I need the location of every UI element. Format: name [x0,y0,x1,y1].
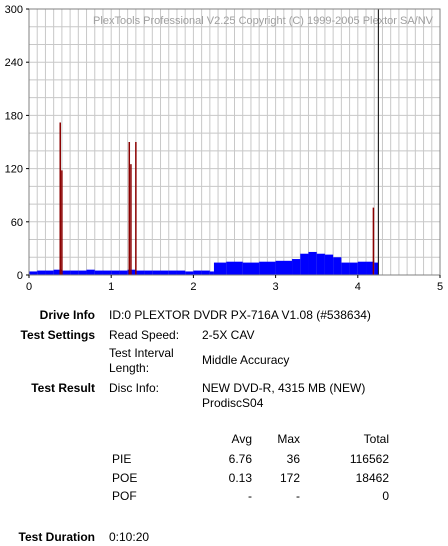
disc-info-line2: ProdiscS04 [202,396,264,410]
pie-bar [308,251,317,275]
read-speed-value: 2-5X CAV [202,328,255,342]
pie-bar [168,270,177,275]
pie-bar [209,271,214,275]
pie-bar [316,253,325,275]
stat-row-name: POF [112,489,137,503]
pie-bar [226,261,243,275]
pie-bar [160,270,169,275]
pie-bar [152,270,161,275]
pie-bar [86,269,95,275]
plot-frame [28,8,441,276]
stat-row-total: 0 [382,489,389,503]
pie-bar [37,270,46,275]
pie-bar [61,270,71,275]
test-interval-label-line1: Test Interval [109,346,174,360]
stat-row-max: 172 [279,471,300,485]
pie-bar [102,270,112,275]
disc-info-label: Disc Info: [109,381,160,395]
chart-svg: PlexTools Professional V2.25 Copyright (… [5,4,443,293]
pie-bar [333,257,342,275]
x-tick-label: 1 [108,281,114,293]
pie-bar [357,261,367,275]
pie-bar [53,269,62,275]
pie-bar [94,270,103,275]
pie-bar [300,253,309,275]
pie-bar [275,260,293,275]
pie-bar [45,270,54,275]
x-tick-label: 4 [355,281,361,293]
test-duration-value: 0:10:20 [109,530,150,544]
stat-row-max: 36 [286,452,300,466]
pie-bar [135,270,145,275]
pie-bar [213,262,227,275]
watermark-text: PlexTools Professional V2.25 Copyright (… [93,15,434,27]
drive-info-label: Drive Info [39,308,95,322]
pie-bar [29,271,38,275]
pie-bar [185,271,194,275]
poe-spike [135,142,137,275]
pie-bar [324,254,334,275]
poe-spike [128,142,131,275]
pie-bar [193,270,202,275]
pie-bar [201,270,210,275]
pie-bar [259,261,276,275]
error-scan-chart: PlexTools Professional V2.25 Copyright (… [5,4,443,293]
pie-bar [349,262,358,275]
pie-bar [127,269,136,275]
y-tick-label: 300 [5,4,23,16]
test-interval-value: Middle Accuracy [202,353,290,367]
poe-spike [372,207,375,275]
pie-bar [111,270,120,275]
poe-spike [61,170,63,275]
stat-row-total: 18462 [355,471,389,485]
poe-spike [59,122,61,275]
pie-bar [144,270,153,275]
y-tick-label: 120 [5,164,23,176]
pie-bar [119,270,128,275]
x-tick-label: 2 [190,281,196,293]
test-result-label: Test Result [31,381,95,395]
pie-bar [374,262,379,275]
pie-bar [242,262,260,275]
avg-header: Avg [231,432,252,446]
stat-row-name: PIE [112,452,132,466]
x-tick-label: 5 [437,281,443,293]
pie-bar [78,270,87,275]
y-tick-label: 240 [5,57,23,69]
total-header: Total [363,432,389,446]
pie-bar [366,261,375,275]
x-tick-label: 3 [273,281,279,293]
poe-spike [130,164,132,275]
drive-info-value: ID:0 PLEXTOR DVDR PX-716A V1.08 (#538634… [109,308,371,322]
max-header: Max [277,432,300,446]
pie-bar [292,259,301,275]
x-tick-label: 0 [26,281,32,293]
test-interval-label-line2: Length: [109,361,150,375]
pie-bar [341,262,350,275]
stat-row-total: 116562 [349,452,389,466]
stat-row-name: POE [112,471,138,485]
pie-bar [176,270,186,275]
y-tick-label: 0 [17,270,23,282]
test-settings-label: Test Settings [20,328,95,342]
stat-row-avg: 6.76 [228,452,252,466]
pie-bar [70,270,79,275]
y-tick-label: 60 [11,217,23,229]
stat-row-max: - [296,489,300,503]
read-speed-label: Read Speed: [109,328,180,342]
y-tick-label: 180 [5,110,23,122]
stat-row-avg: 0.13 [228,471,252,485]
disc-info-line1: NEW DVD-R, 4315 MB (NEW) [202,381,366,395]
stat-row-avg: - [248,489,252,503]
test-duration-label: Test Duration [18,530,95,544]
